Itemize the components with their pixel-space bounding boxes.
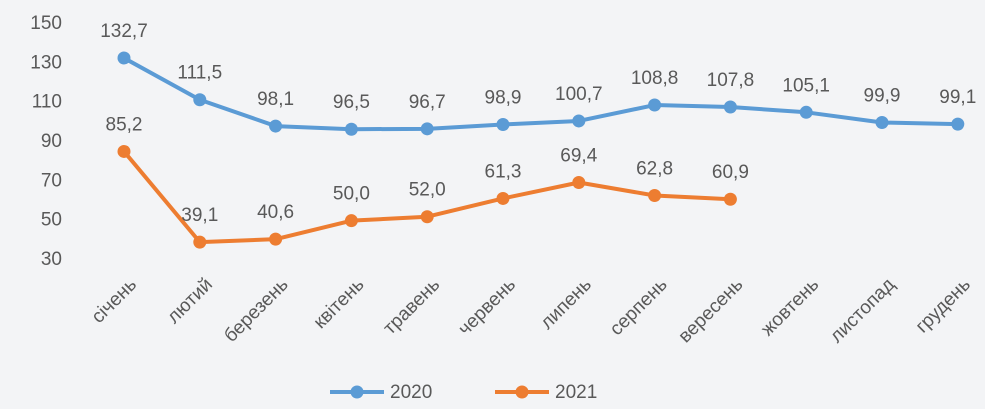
- point: [344, 122, 358, 136]
- value-label: 99,1: [939, 87, 976, 108]
- point: [269, 119, 283, 133]
- x-tick-label: квітень: [310, 274, 369, 333]
- point: [117, 51, 131, 65]
- x-tick-label: травень: [379, 274, 444, 339]
- value-label: 85,2: [106, 114, 143, 135]
- legend-marker: [350, 385, 364, 399]
- value-label: 52,0: [409, 180, 446, 201]
- value-label: 99,9: [864, 86, 901, 107]
- y-tick-label: 90: [41, 131, 62, 152]
- point: [951, 117, 965, 131]
- y-tick-label: 70: [41, 170, 62, 191]
- point: [572, 114, 586, 128]
- x-tick-label: липень: [537, 274, 596, 333]
- x-tick-label: серпень: [606, 274, 672, 340]
- value-label: 100,7: [555, 84, 603, 105]
- value-label: 69,4: [560, 146, 597, 167]
- point: [572, 176, 586, 190]
- value-label: 132,7: [100, 21, 148, 42]
- point: [496, 191, 510, 205]
- x-tick-label: червень: [454, 274, 520, 340]
- point: [723, 100, 737, 114]
- point: [875, 116, 889, 130]
- x-tick-label: лютий: [163, 274, 217, 328]
- y-tick-label: 50: [41, 210, 62, 231]
- legend-label: 2021: [555, 382, 597, 403]
- value-label: 60,9: [712, 162, 749, 183]
- point: [117, 144, 131, 158]
- series-line: [123, 56, 958, 132]
- point: [648, 188, 662, 202]
- value-label: 107,8: [707, 70, 755, 91]
- value-label: 40,6: [257, 202, 294, 223]
- value-label: 111,5: [177, 63, 222, 84]
- point: [420, 210, 434, 224]
- value-label: 96,5: [333, 92, 370, 113]
- value-label: 108,8: [631, 68, 679, 89]
- value-label: 105,1: [782, 75, 830, 96]
- x-tick-label: січень: [88, 274, 142, 328]
- x-tick-label: листопад: [826, 274, 899, 347]
- point: [496, 117, 510, 131]
- y-tick-label: 30: [41, 249, 62, 270]
- value-label: 39,1: [181, 205, 218, 226]
- x-tick-label: вересень: [675, 274, 748, 347]
- legend-label: 2020: [390, 382, 432, 403]
- y-tick-label: 130: [30, 52, 62, 73]
- point: [799, 105, 813, 119]
- x-tick-label: грудень: [912, 274, 975, 337]
- y-tick-label: 150: [30, 13, 62, 34]
- point: [193, 235, 207, 249]
- value-label: 98,1: [257, 89, 294, 110]
- x-tick-label: березень: [220, 274, 292, 346]
- legend-marker: [515, 385, 529, 399]
- value-label: 62,8: [636, 159, 673, 180]
- x-tick-label: жовтень: [757, 274, 823, 340]
- y-tick-label: 110: [32, 92, 62, 113]
- value-label: 98,9: [485, 88, 522, 109]
- point: [193, 93, 207, 107]
- point: [420, 122, 434, 136]
- point: [648, 98, 662, 112]
- point: [269, 232, 283, 246]
- value-label: 61,3: [485, 161, 522, 182]
- value-label: 50,0: [333, 184, 370, 205]
- value-label: 96,7: [409, 92, 446, 113]
- point: [723, 192, 737, 206]
- point: [344, 214, 358, 228]
